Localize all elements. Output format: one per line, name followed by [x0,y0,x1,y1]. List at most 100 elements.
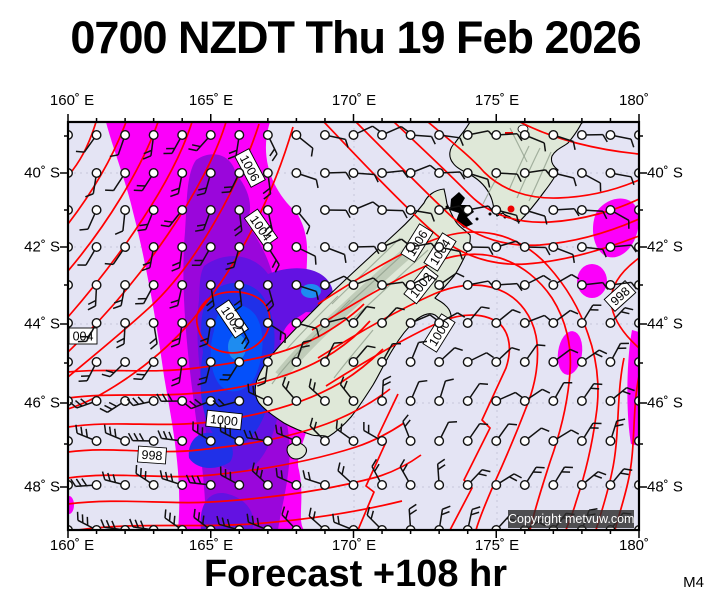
wind-barb [491,129,523,142]
wind-barb [519,427,550,447]
terrain-stroke [482,175,499,205]
wind-barb [434,458,446,491]
wind-barb [291,318,320,337]
wind-barb [156,393,188,407]
wind-barb [405,129,436,145]
wind-barb [184,396,216,410]
wind-barb [109,129,131,158]
wind-barb [319,129,349,148]
wind-barb [576,241,607,258]
wind-barb [77,241,102,266]
wind-barb [275,424,302,447]
wind-barb [142,129,159,160]
wind-barb [112,280,131,310]
wind-barb [196,167,216,197]
wind-barb [212,396,245,408]
pressure-label: 998 [136,445,168,465]
wind-barb [133,357,159,381]
wind-barb [135,464,159,491]
map-border [66,120,641,532]
wind-barb [159,470,188,491]
wind-barb [462,167,491,188]
wind-barb [548,129,576,150]
svg-text:1000: 1000 [209,412,238,429]
wind-barb [491,280,523,292]
wind-barb [104,241,131,266]
wind-barb [462,468,491,491]
wind-barb [262,129,278,162]
wind-barb [548,167,577,187]
wind-barb [192,421,216,447]
wind-barb [519,388,551,407]
wind-barb [335,420,359,447]
wind-barb [548,348,579,368]
wind-barb [605,241,637,253]
wind-barb [319,167,352,180]
wind-barb [302,470,330,491]
terrain-stroke [331,237,401,305]
wind-barb [491,167,522,182]
terrain-stroke [509,127,528,163]
wind-barb [291,204,311,235]
isobar [393,122,639,224]
lon-label-bottom: 165˚ E [188,537,234,554]
isobar [68,454,422,505]
wind-barb [191,241,216,267]
wind-barb [126,396,159,407]
wind-barb [169,280,188,309]
wind-barb [377,375,392,407]
wind-barb [576,349,608,368]
wind-barb [576,422,602,447]
precip-blob [577,264,607,298]
wind-barb [377,125,409,140]
wind-barb [291,167,319,189]
wind-barb [519,314,552,329]
wind-barb [605,129,635,148]
wind-barb [548,241,576,264]
wind-barb [491,391,523,407]
wind-barb [519,344,546,368]
wind-barb [262,318,287,344]
isobar [355,122,639,247]
wind-barb [462,382,489,407]
wind-barb [141,241,159,272]
wind-barb [148,318,159,350]
lon-label-bottom: 170˚ E [331,537,377,554]
wind-barb [69,396,102,409]
wind-barb [171,241,188,272]
isobar [427,122,639,199]
wind-barb [434,167,466,180]
wind-barb [576,304,602,329]
wind-barb [519,167,552,178]
wind-barb [101,471,131,491]
wind-barb [405,379,428,407]
wind-barb [605,418,626,447]
wind-barb [197,357,216,386]
wind-barb [319,204,351,219]
ticks-layer [60,114,647,538]
wind-barb [257,357,273,387]
wind-barb [87,280,102,311]
wind-barb [219,357,245,381]
wind-barb [377,280,409,291]
wind-barb [291,280,319,300]
precip-blob [228,334,246,360]
lon-label-top: 170˚ E [331,92,377,109]
wind-barb [262,204,274,237]
wind-barb [99,396,131,413]
wind-barb [309,417,330,447]
wind-barb [188,129,216,152]
wind-barb [576,204,608,220]
wind-barb [519,274,552,291]
isobar [68,388,391,453]
wind-barb [79,204,102,231]
wind-barb [70,478,102,491]
wind-barb [605,167,635,186]
wind-barb [225,241,245,271]
wind-barb [462,204,495,215]
wind-barb [434,312,466,329]
lat-label-left: 46˚ S [24,394,60,412]
wind-barb [405,340,428,368]
wind-barb [491,240,524,252]
